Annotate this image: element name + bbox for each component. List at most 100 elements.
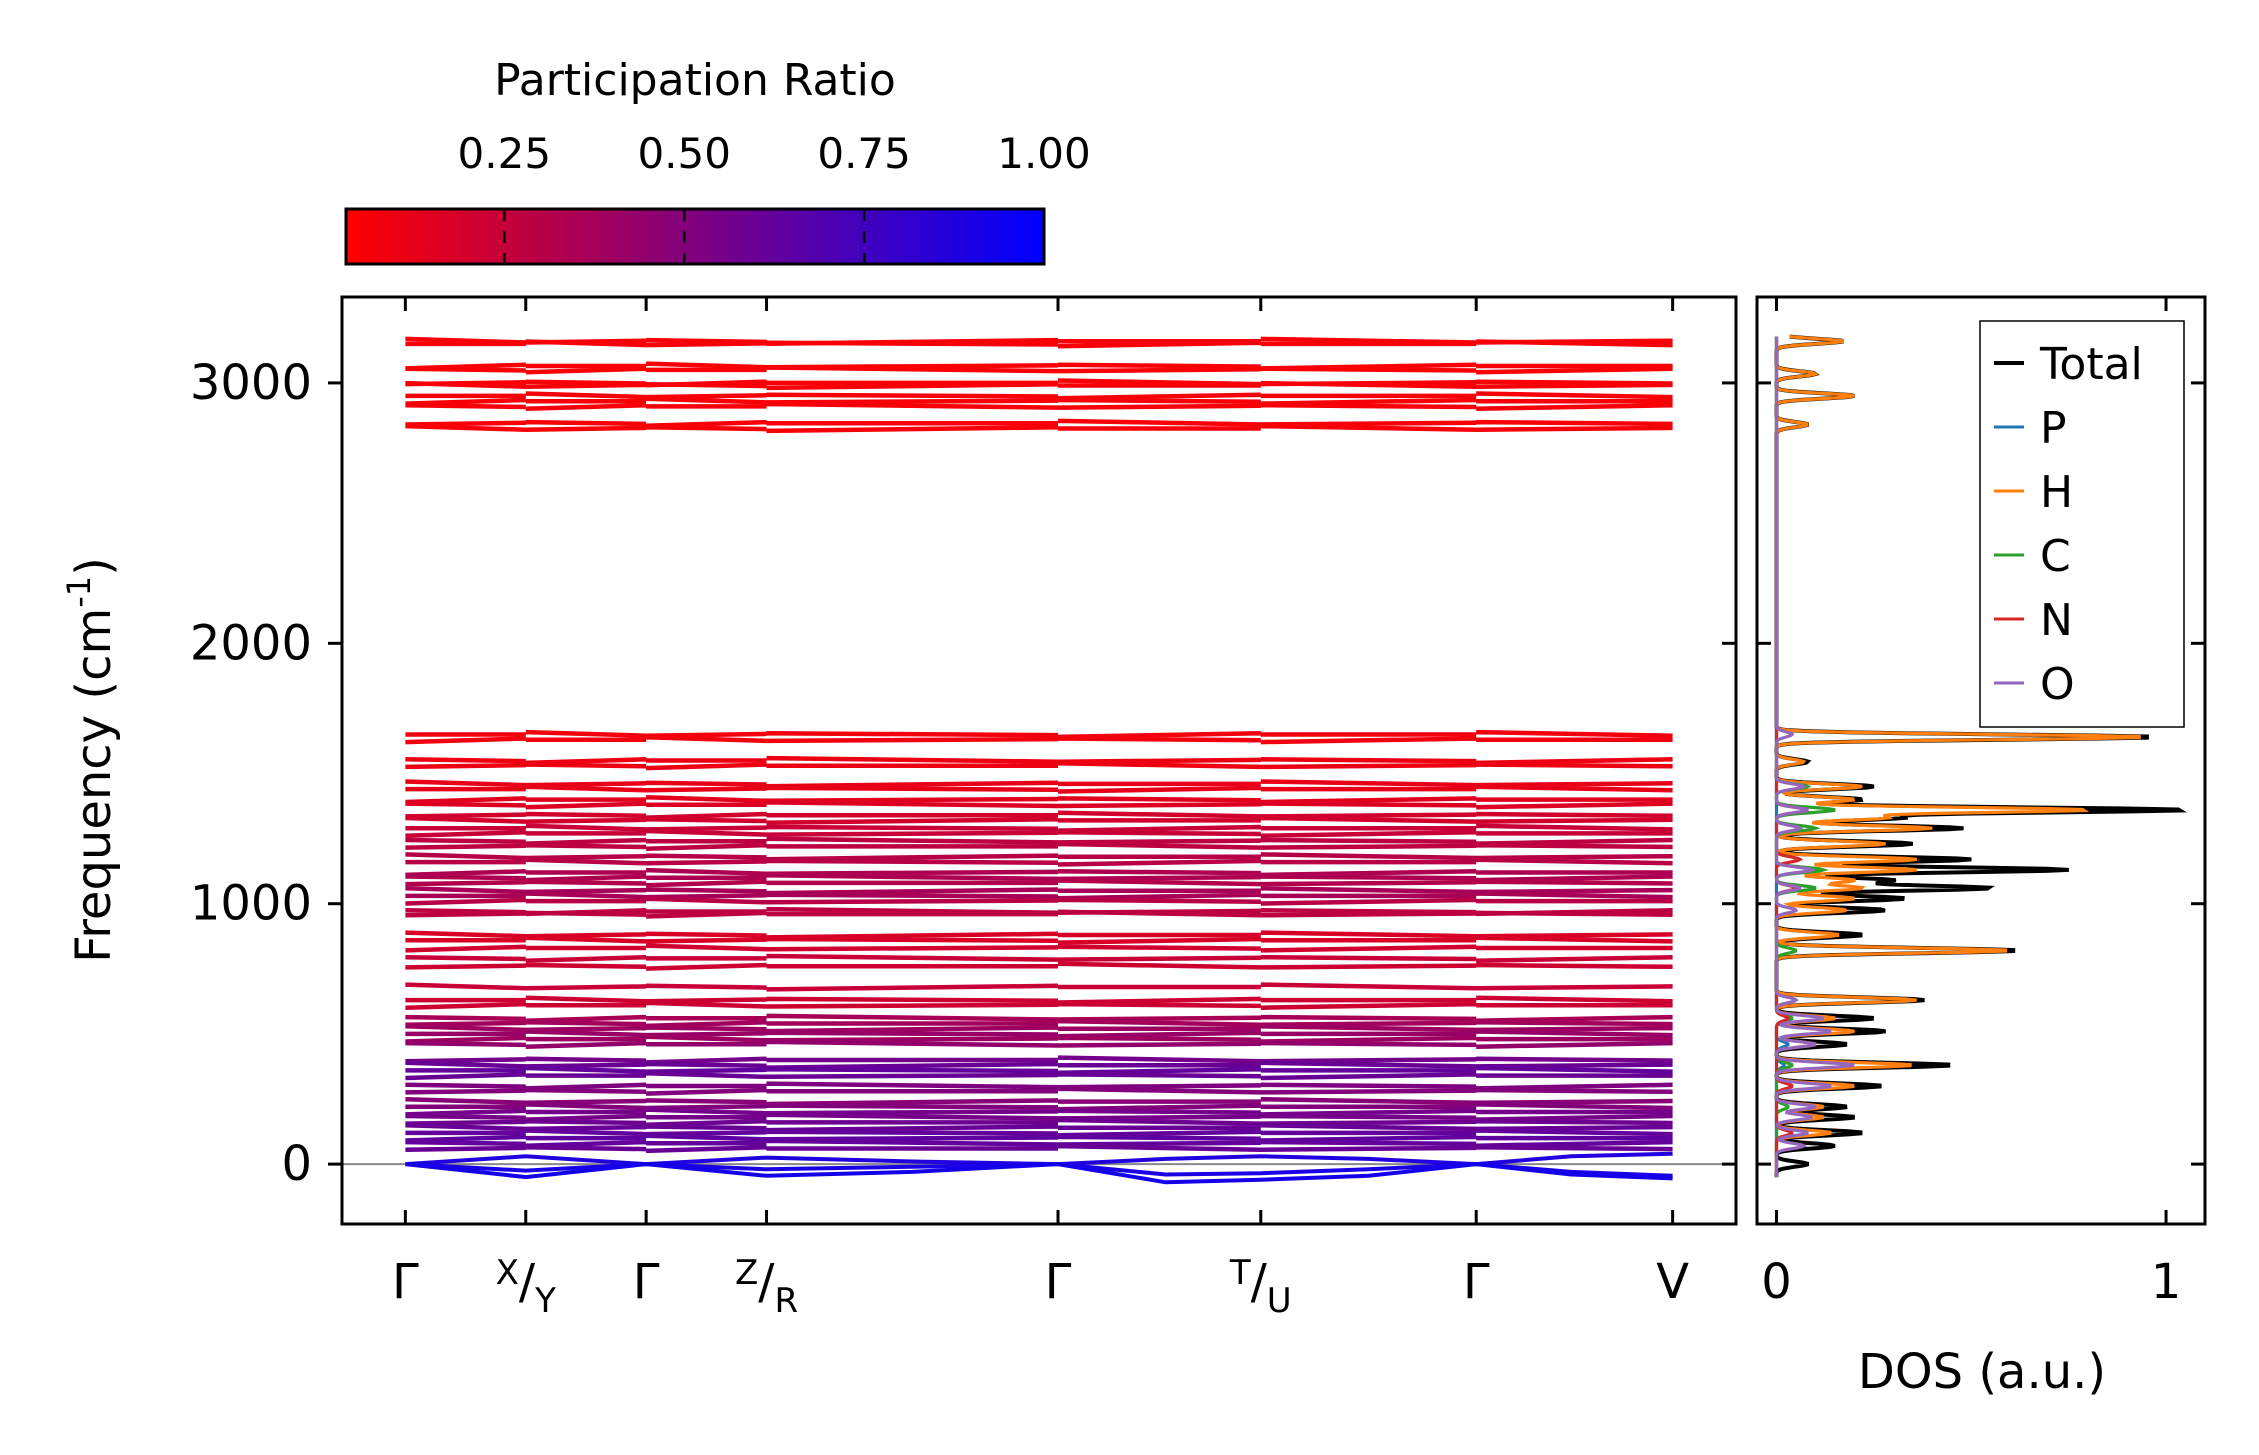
legend-box [1979,320,2185,728]
colorbar-tick-labels: 0.25 0.50 0.75 1.00 [458,129,1091,178]
tick-label-sub: Y [534,1281,556,1321]
dos-x-axis-label: DOS (a.u.) [1858,1344,2106,1400]
band-line [405,886,1673,896]
x-tick-label: X/Y [496,1253,556,1321]
legend-label: Total [2039,339,2143,390]
band-line [405,735,1673,745]
band-line [405,841,1673,852]
band-line [405,361,1673,371]
y-tick-label: 1000 [190,876,312,932]
tick-label-main: / [1251,1254,1268,1310]
band-line [405,823,1673,833]
band-line [405,784,1673,794]
tick-label-sub: R [774,1281,798,1321]
band-line [405,380,1673,391]
band-line [405,953,1673,964]
colorbar-title: Participation Ratio [494,55,896,106]
band-line [405,365,1673,375]
tick-label-sub: U [1267,1281,1292,1321]
legend-label: O [2040,659,2075,710]
band-line [405,836,1673,846]
band-line [405,1133,1673,1143]
colorbar-tick-label: 0.75 [817,129,911,178]
tick-label-sup: Z [735,1253,758,1293]
band-line [405,852,1673,862]
band-line [405,1117,1673,1128]
band-line [405,1102,1673,1112]
band-line [405,1013,1673,1023]
band-line [405,891,1673,901]
x-tick-label: T/U [1229,1253,1292,1321]
band-line [405,896,1673,906]
tick-label-sup: T [1229,1253,1251,1293]
tick-label-sup: X [496,1253,519,1293]
band-line [405,1029,1673,1039]
colorbar-tick-label: 1.00 [997,129,1091,178]
x-tick-label: Γ [1045,1254,1072,1310]
ylabel-end: ) [66,557,122,576]
band-line [405,1000,1673,1010]
band-line [405,909,1673,919]
colorbar-tick-label: 0.50 [637,129,731,178]
band-line [405,1081,1673,1091]
band-line [405,1086,1673,1096]
x-tick-label: Γ [392,1254,419,1310]
dos-curves [1774,334,2188,1178]
band-line [405,828,1673,839]
band-line [405,423,1673,434]
colorbar-ticks [503,209,866,264]
band-line [405,339,1673,349]
band-line [405,982,1673,992]
band-line [405,800,1673,810]
x-tick-label: Z/R [735,1253,798,1321]
band-line [405,943,1673,953]
colorbar: Participation Ratio 0.25 0.50 0.75 1.00 [344,55,1091,266]
band-line [405,930,1673,940]
band-line [405,1060,1673,1070]
x-tick-label: V [1656,1254,1689,1310]
band-line [405,1128,1673,1138]
band-line [405,961,1673,971]
band-line [405,1039,1673,1049]
band-line [405,761,1673,771]
legend-label: N [2040,595,2073,646]
band-line [405,815,1673,826]
band-line [405,1018,1673,1029]
y-tick-label: 3000 [190,355,312,411]
band-line [405,418,1673,428]
colorbar-tick-label: 0.25 [458,129,552,178]
x-tick-label: Γ [1463,1254,1490,1310]
band-axes-frame [340,295,1738,1226]
acoustic-mode-line [405,1162,1673,1185]
band-line [405,867,1673,878]
band-line [405,401,1673,412]
band-line [405,878,1673,888]
band-line [405,873,1673,883]
band-line [405,1112,1673,1122]
band-lines [342,336,1736,1185]
band-line [405,1123,1673,1133]
band-line [405,1070,1673,1081]
x-tick-label: Γ [633,1254,660,1310]
band-y-ticks: 0 1000 2000 3000 [190,355,1736,1192]
y-tick-label: 0 [281,1136,312,1192]
band-line [405,1143,1673,1154]
band-line [405,779,1673,789]
dos-axes-frame [1755,295,2207,1226]
band-line [405,1055,1673,1065]
band-line [405,729,1673,740]
dos-x-tick-label: 0 [1761,1254,1792,1310]
band-line [405,391,1673,401]
band-line [405,1024,1673,1034]
band-line [405,1138,1673,1148]
band-line [405,1096,1673,1107]
colorbar-gradient [344,207,1046,266]
ylabel-sup: -1 [60,576,98,608]
band-x-ticks: Γ X/Y Γ Z/R Γ T/U Γ V [392,297,1689,1321]
legend-label: H [2040,467,2073,518]
